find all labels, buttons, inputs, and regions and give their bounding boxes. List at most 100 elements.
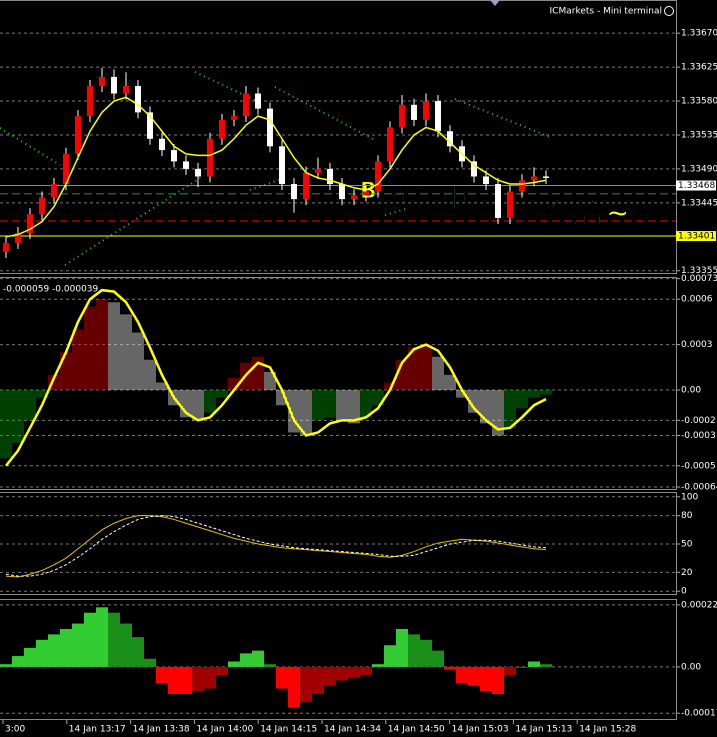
candle-body [135, 85, 141, 113]
candle-body [195, 168, 201, 177]
osc-bar [528, 661, 540, 667]
y-tick-label: 50 [681, 540, 693, 550]
macd-values: -0.000059 -0.000039 [3, 285, 99, 295]
candle-body [519, 180, 525, 192]
osc-bar [228, 661, 240, 667]
osc-bar [432, 650, 444, 667]
osc-bar [480, 666, 492, 692]
osc-bar [48, 634, 60, 667]
candle-body [375, 161, 381, 192]
osc-bar [360, 666, 372, 676]
osc-bar [492, 666, 504, 694]
annotation: 無言~ [550, 196, 629, 229]
candle-body [15, 233, 21, 243]
osc-bar [516, 666, 528, 668]
osc-bar [468, 666, 480, 686]
moving-average [5, 96, 547, 238]
time-label: 14 Jan 15:13 [515, 725, 572, 735]
osc-bar [168, 666, 180, 694]
y-tick-label: 1.33580 [681, 97, 717, 107]
y-tick-label: -0.0005 [681, 461, 716, 471]
osc-bar [420, 639, 432, 667]
annotation: B [360, 179, 377, 204]
candle-body [483, 176, 489, 185]
candle-body [27, 214, 33, 234]
osc-frame [0, 599, 677, 720]
time-label: 14 Jan 14:00 [196, 725, 253, 735]
osc-bar [456, 666, 468, 684]
candle-body [63, 153, 69, 185]
osc-bar [0, 664, 12, 667]
time-label: 14 Jan 13:17 [69, 725, 126, 735]
osc-bar [276, 666, 288, 689]
y-tick-label: -0.0003 [681, 431, 716, 441]
candle-body [159, 138, 165, 151]
time-label: 14 Jan 14:15 [260, 725, 317, 735]
candle-body [87, 85, 93, 117]
candle-body [3, 242, 9, 252]
y-tick-label: 0.00 [681, 662, 701, 672]
osc-bar [216, 666, 228, 676]
osc-bar [36, 639, 48, 667]
candle-body [411, 104, 417, 120]
candle-body [219, 119, 225, 139]
time-label: 3:00 [5, 725, 25, 735]
candle-body [231, 116, 237, 120]
y-tick-label: 100 [681, 492, 698, 502]
price-tag-label: 1.33401 [678, 232, 715, 242]
y-tick-label: 1.33670 [681, 29, 717, 39]
osc-bar [264, 664, 276, 667]
osc-bar [12, 656, 24, 667]
osc-bar [504, 666, 516, 676]
y-tick-label: 1.33535 [681, 130, 717, 140]
osc-bar [372, 664, 384, 667]
macd-signal [5, 288, 547, 467]
smiley-icon[interactable] [664, 6, 674, 16]
y-tick-label: -0.000171 [681, 709, 717, 719]
osc-bar [96, 607, 108, 667]
stoch-line [5, 515, 547, 577]
scroll-marker [490, 0, 500, 6]
osc-bar [384, 645, 396, 667]
y-tick-label: 0.000229 [681, 600, 717, 610]
osc-bar [444, 666, 456, 670]
osc-bar [192, 666, 204, 692]
price-tag [676, 231, 716, 242]
candle-body [495, 184, 501, 218]
trend-line [454, 98, 551, 138]
osc-bar [120, 623, 132, 667]
candle-body [243, 93, 249, 117]
candle-body [75, 116, 81, 154]
y-tick-label: 1.33625 [681, 63, 717, 73]
candle-body [255, 93, 261, 109]
candle-body [435, 101, 441, 132]
candle-body [279, 146, 285, 185]
trend-line [384, 204, 421, 216]
candle-body [471, 161, 477, 177]
osc-bar [24, 647, 36, 667]
candle-body [51, 184, 57, 198]
osc-bar [132, 637, 144, 667]
osc-bar [204, 666, 216, 689]
time-label: 14 Jan 15:28 [579, 725, 636, 735]
time-label: 14 Jan 14:34 [324, 725, 381, 735]
osc-bar [540, 664, 552, 667]
candle-body [123, 85, 129, 94]
osc-bar [408, 634, 420, 667]
price-tag-label: 1.33468 [678, 181, 715, 191]
y-tick-label: 0.000736 [681, 274, 717, 284]
y-tick-label: 0.0006 [681, 295, 713, 305]
price-frame [0, 0, 677, 274]
candle-body [99, 76, 105, 86]
candle-body [291, 184, 297, 200]
y-tick-label: 0.0003 [681, 340, 713, 350]
candle-body [111, 76, 117, 94]
osc-bar [312, 666, 324, 694]
candle-body [363, 191, 369, 196]
candle-body [147, 112, 153, 139]
candle-body [507, 191, 513, 218]
trend-line [64, 177, 201, 266]
candle-body [387, 127, 393, 162]
